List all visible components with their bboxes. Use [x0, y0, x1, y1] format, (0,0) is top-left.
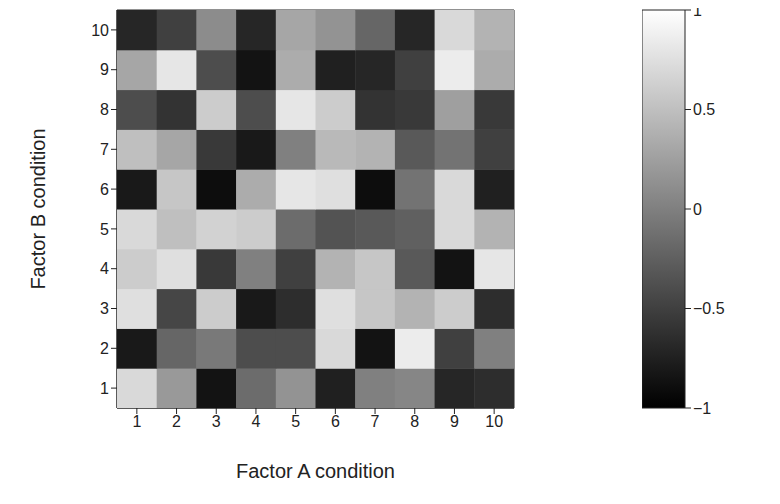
svg-text:8: 8 [100, 101, 109, 118]
svg-text:10: 10 [485, 413, 503, 430]
svg-text:Factor B condition: Factor B condition [27, 128, 49, 289]
svg-text:1: 1 [100, 380, 109, 397]
svg-text:6: 6 [100, 181, 109, 198]
svg-text:2: 2 [100, 340, 109, 357]
svg-text:2: 2 [172, 413, 181, 430]
svg-text:5: 5 [291, 413, 300, 430]
svg-text:4: 4 [251, 413, 260, 430]
svg-text:1: 1 [693, 8, 702, 19]
svg-text:0.5: 0.5 [693, 101, 715, 118]
svg-text:1: 1 [132, 413, 141, 430]
svg-text:5: 5 [100, 221, 109, 238]
svg-text:4: 4 [100, 260, 109, 277]
svg-text:10: 10 [91, 22, 109, 39]
svg-text:8: 8 [410, 413, 419, 430]
svg-text:3: 3 [212, 413, 221, 430]
svg-text:9: 9 [450, 413, 459, 430]
svg-text:−0.5: −0.5 [693, 300, 725, 317]
svg-text:0: 0 [693, 201, 702, 218]
svg-text:Factor A condition: Factor A condition [236, 460, 395, 482]
svg-text:−1: −1 [693, 400, 711, 417]
svg-text:7: 7 [100, 141, 109, 158]
svg-text:3: 3 [100, 300, 109, 317]
svg-text:6: 6 [331, 413, 340, 430]
svg-text:7: 7 [371, 413, 380, 430]
svg-text:9: 9 [100, 61, 109, 78]
